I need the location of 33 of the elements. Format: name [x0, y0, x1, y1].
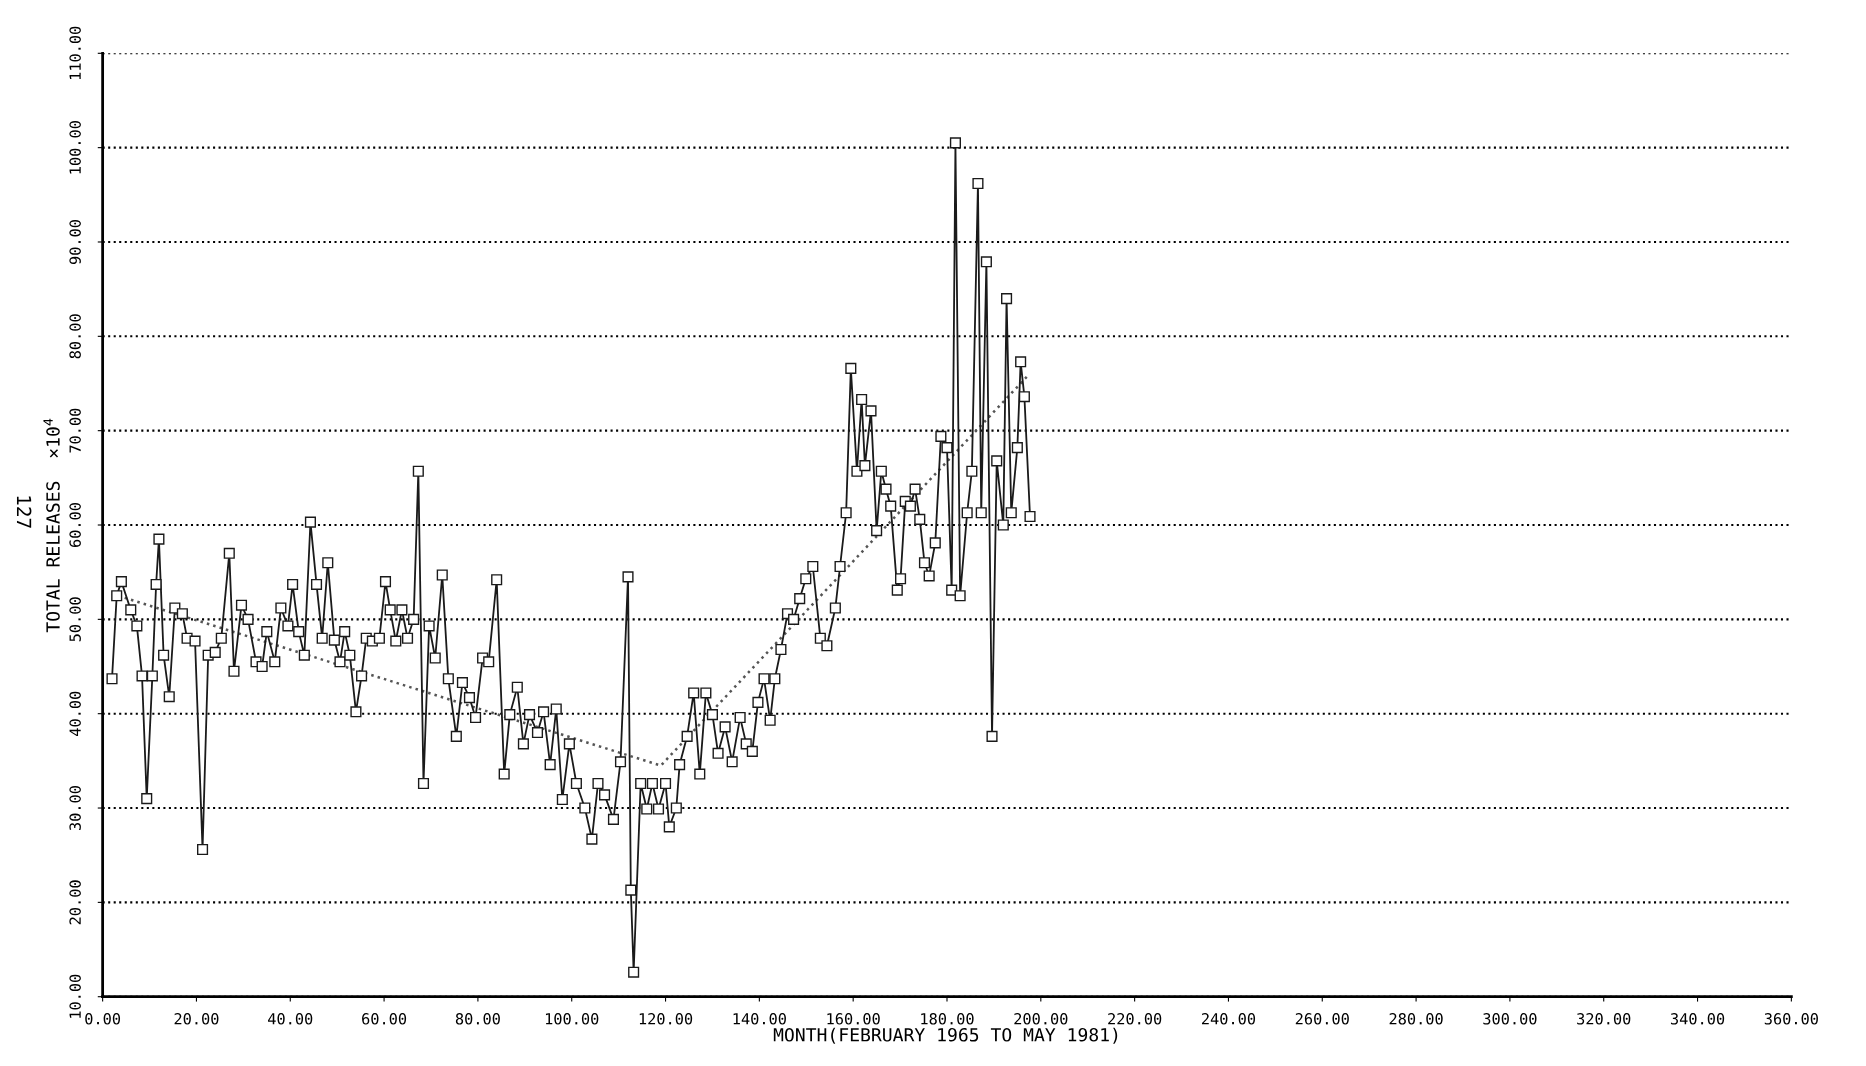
y-tick-label: 80.00: [69, 314, 81, 359]
x-tick-label: 260.00: [1295, 1013, 1349, 1025]
x-tick-label: 160.00: [827, 1013, 880, 1025]
x-tick-label: 0.00: [85, 1013, 121, 1025]
y-tick-label: 70.00: [69, 408, 81, 453]
x-tick-label: 320.00: [1577, 1013, 1631, 1025]
y-tick-label: 60.00: [69, 503, 81, 548]
y-tick-label: 40.00: [69, 691, 81, 736]
x-tick-label: 180.00: [921, 1013, 974, 1025]
x-tick-label: 280.00: [1389, 1013, 1443, 1025]
x-tick-label: 340.00: [1670, 1013, 1725, 1025]
y-axis-title: TOTAL RELEASES ×10$^{4}$: [43, 418, 60, 633]
x-tick-label: 20.00: [174, 1013, 219, 1025]
x-tick-label: 60.00: [362, 1013, 407, 1025]
x-tick-label: 300.00: [1483, 1013, 1537, 1025]
x-tick-label: 360.00: [1764, 1013, 1818, 1025]
y-tick-label: 90.00: [69, 219, 81, 265]
text: 127: [16, 496, 32, 528]
x-tick-label: 140.00: [733, 1013, 786, 1025]
x-tick-label: 220.00: [1108, 1013, 1162, 1025]
y-tick-label: 50.00: [69, 597, 81, 642]
x-tick-label: 240.00: [1201, 1013, 1256, 1025]
x-axis-title: MONTH(FEBRUARY 1965 TO MAY 1981): [773, 1027, 1118, 1044]
x-tick-label: 100.00: [545, 1013, 599, 1025]
y-tick-label: 20.00: [69, 880, 81, 925]
y-tick-label: 100.00: [69, 121, 81, 174]
y-tick-label: 110.00: [69, 26, 81, 80]
x-tick-label: 120.00: [639, 1013, 693, 1025]
y-tick-label: 10.00: [69, 974, 81, 1018]
x-tick-label: 200.00: [1014, 1013, 1068, 1025]
y-tick-label: 30.00: [69, 786, 81, 830]
x-tick-label: 40.00: [268, 1013, 313, 1025]
x-tick-label: 80.00: [455, 1013, 500, 1025]
